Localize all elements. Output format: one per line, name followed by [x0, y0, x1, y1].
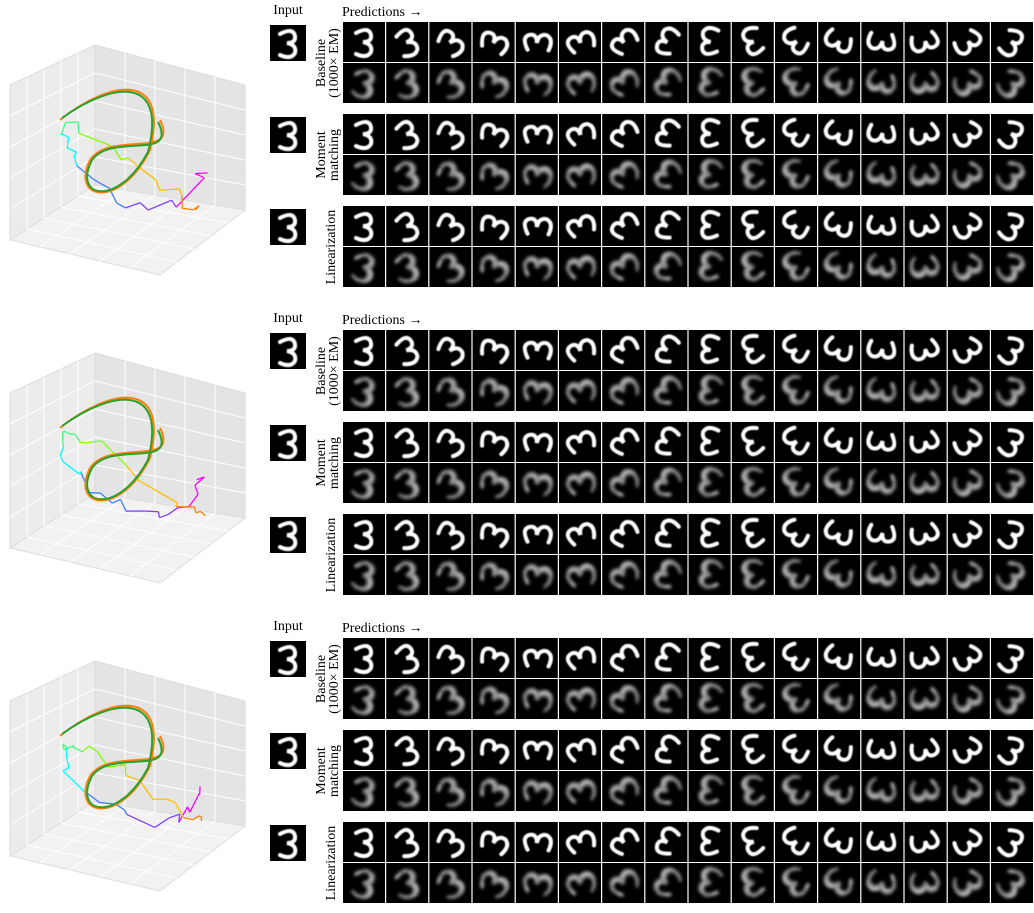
method-label: Linearization — [324, 826, 339, 901]
method-label: matching — [327, 745, 342, 797]
method-label: Linearization — [324, 518, 339, 593]
trajectory — [61, 454, 62, 458]
plot-3d — [10, 661, 245, 891]
predictions-label: Predictions → — [342, 313, 423, 328]
input-label: Input — [273, 311, 303, 326]
method-label: matching — [327, 129, 342, 181]
input-label: Input — [273, 619, 303, 634]
pane-right — [95, 661, 245, 826]
plot-3d — [10, 353, 245, 583]
method-label: Linearization — [324, 210, 339, 285]
method-label: (1000× EM) — [327, 644, 342, 714]
trajectory — [66, 122, 78, 123]
predictions-label: Predictions → — [342, 621, 423, 636]
method-label: (1000× EM) — [327, 28, 342, 98]
trajectory — [78, 122, 79, 133]
method-label: matching — [327, 437, 342, 489]
input-label: Input — [273, 3, 303, 18]
trajectory — [195, 173, 207, 174]
predictions-label: Predictions → — [342, 5, 423, 20]
plot-3d — [10, 45, 245, 275]
pane-right — [95, 353, 245, 518]
pane-right — [95, 45, 245, 210]
figure: InputPredictions →Baseline(1000× EM)Mome… — [0, 0, 1034, 913]
trajectory — [146, 511, 159, 512]
method-label: (1000× EM) — [327, 336, 342, 406]
